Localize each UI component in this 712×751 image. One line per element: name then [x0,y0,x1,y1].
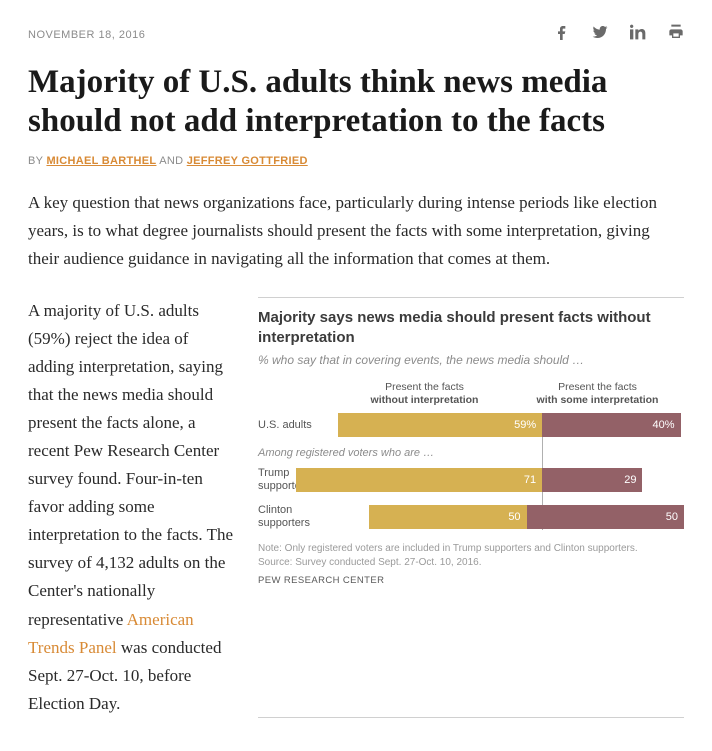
chart-header-right: Present the facts with some interpretati… [511,381,684,407]
bar-track: 59% 40% [338,413,684,437]
share-bar [554,24,684,45]
byline: BY MICHAEL BARTHEL AND JEFFREY GOTTFRIED [28,155,684,167]
chart-title: Majority says news media should present … [258,308,684,347]
chart-container: Majority says news media should present … [258,297,684,718]
bar-left-val: 71 [524,474,536,486]
bar-right-val: 50 [666,511,678,523]
bar-left-val: 50 [508,511,520,523]
bar-left: 59% [338,413,542,437]
author-link-1[interactable]: MICHAEL BARTHEL [46,155,156,167]
chart-header-right-l1: Present the facts [515,381,680,394]
bar-right-val: 29 [624,474,636,486]
chart-subtitle: % who say that in covering events, the n… [258,353,684,367]
chart-area: Present the facts without interpretation… [258,381,684,530]
body-text-pre: A majority of U.S. adults (59%) reject t… [28,301,233,629]
print-icon[interactable] [668,24,684,45]
chart-subgroup-header: Among registered voters who are … [258,447,684,459]
bar-right: 50 [527,505,684,529]
chart-header-left-l1: Present the facts [342,381,507,394]
chart-note: Note: Only registered voters are include… [258,542,684,569]
twitter-icon[interactable] [592,24,608,45]
bar-right-val: 40% [652,419,674,431]
bar-right: 29 [542,468,642,492]
bar-track: 50 50 [338,505,684,529]
facebook-icon[interactable] [554,24,570,45]
byline-prefix: BY [28,155,46,167]
lead-paragraph: A key question that news organizations f… [28,189,684,273]
row-label: Clinton supporters [258,504,338,530]
chart-header-left-l2: without interpretation [342,394,507,407]
row-label: U.S. adults [258,419,338,432]
bar-left-val: 59% [514,419,536,431]
chart-header-left: Present the facts without interpretation [338,381,511,407]
publish-date: NOVEMBER 18, 2016 [28,29,145,41]
bar-track: 71 29 [338,468,684,492]
headline: Majority of U.S. adults think news media… [28,63,684,141]
byline-and: AND [156,155,186,167]
chart-source: PEW RESEARCH CENTER [258,575,684,586]
bar-right: 40% [542,413,680,437]
chart-header-right-l2: with some interpretation [515,394,680,407]
bar-left: 50 [369,505,526,529]
author-link-2[interactable]: JEFFREY GOTTFRIED [187,155,308,167]
body-paragraph: A majority of U.S. adults (59%) reject t… [28,297,236,718]
linkedin-icon[interactable] [630,24,646,45]
bar-left: 71 [296,468,542,492]
